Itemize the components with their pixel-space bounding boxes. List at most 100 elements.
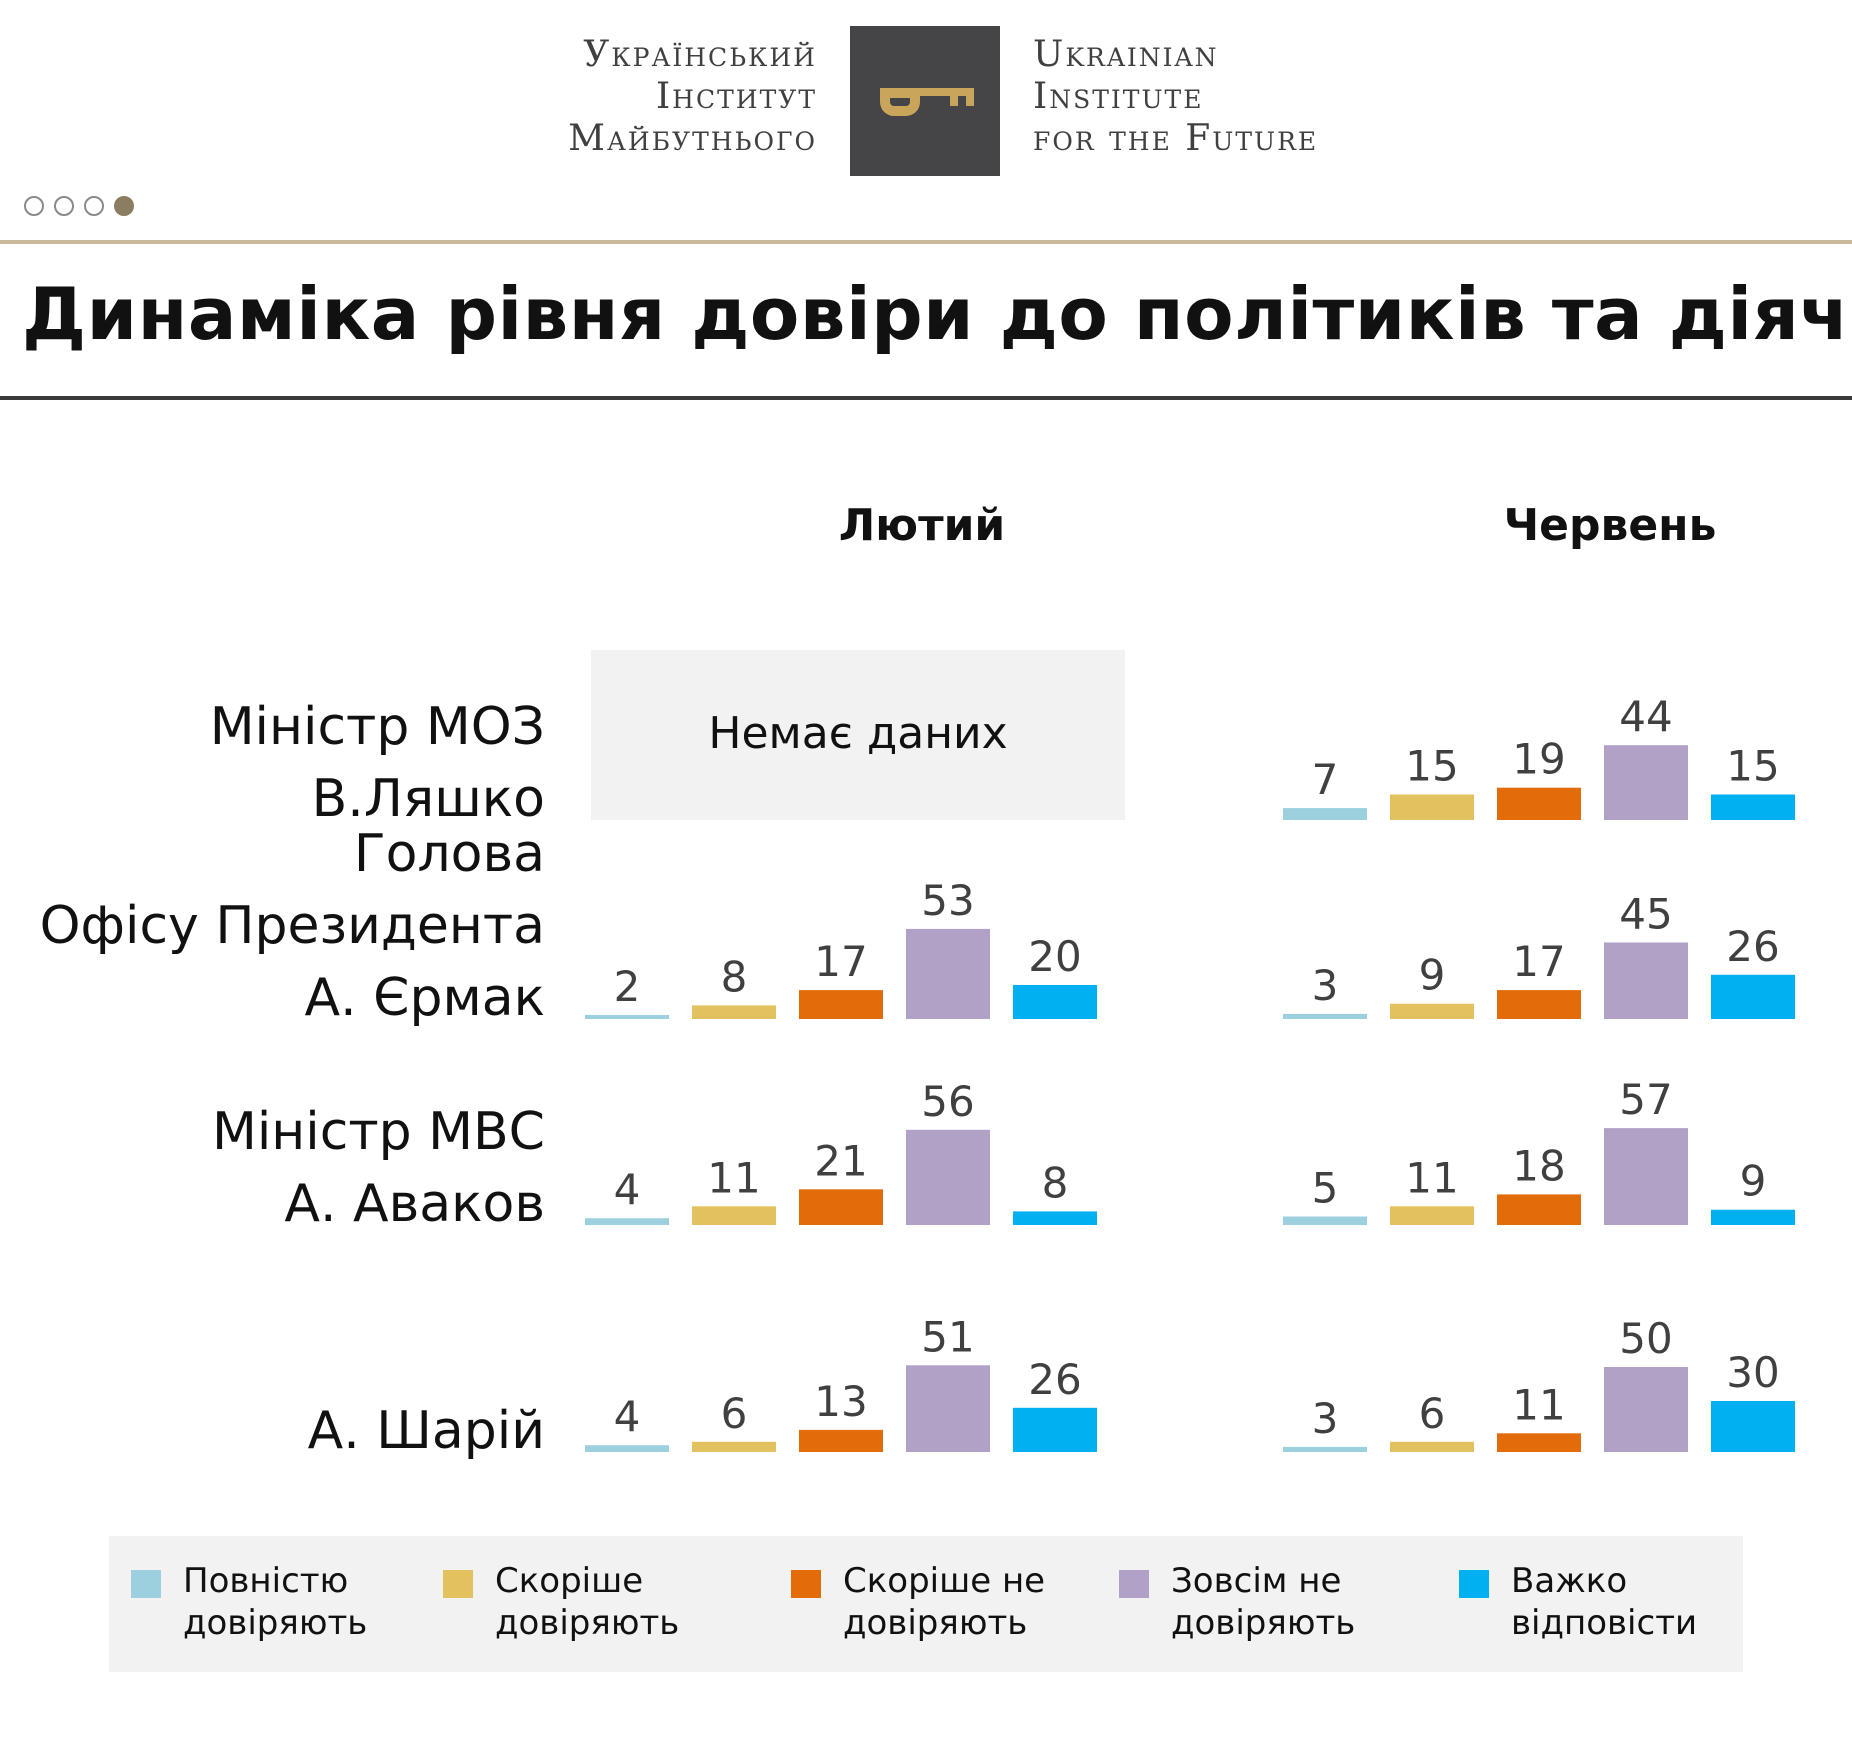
data-label: 8	[721, 952, 748, 1001]
bar-no-trust	[1604, 942, 1688, 1019]
legend-item-no-trust: Зовсім не довіряють	[1119, 1560, 1381, 1644]
data-label: 56	[921, 1077, 974, 1126]
no-data-box	[591, 650, 1125, 820]
pagination-dot[interactable]	[24, 196, 44, 216]
legend-label: Скоріше довіряють	[495, 1561, 680, 1643]
bar-rather-distrust	[799, 1189, 883, 1225]
data-label: 21	[814, 1136, 867, 1185]
data-label: 19	[1512, 735, 1565, 784]
bar-rather-distrust	[799, 990, 883, 1019]
legend-label: Важко відповісти	[1511, 1561, 1698, 1643]
data-label: 3	[1312, 1394, 1339, 1443]
legend-swatch	[1459, 1570, 1489, 1598]
data-label: 45	[1619, 890, 1672, 939]
logo-en-line-3: for the Future	[1033, 118, 1319, 159]
bar-rather-trust	[1390, 1003, 1474, 1019]
panel-header: Лютий	[839, 500, 1005, 551]
bar-full-trust	[1283, 1013, 1367, 1019]
legend: Повністю довіряють Скоріше довіряють Ско…	[109, 1536, 1743, 1672]
data-label: 26	[1726, 922, 1779, 971]
bar-no-trust	[906, 1129, 990, 1225]
data-label: 11	[1405, 1153, 1458, 1202]
legend-item-rather-trust: Скоріше довіряють	[443, 1560, 705, 1644]
row-label: В.Ляшко	[312, 769, 545, 829]
bar-rather-trust	[1390, 1206, 1474, 1225]
logo-en-line-2: Institute	[1033, 76, 1204, 117]
data-label: 44	[1619, 692, 1672, 741]
pagination-dots	[24, 196, 134, 216]
legend-swatch	[1119, 1570, 1149, 1598]
bar-hard-to-say	[1711, 794, 1795, 820]
legend-label: Скоріше не довіряють	[843, 1561, 1046, 1643]
data-label: 13	[814, 1377, 867, 1426]
row-label: А. Єрмак	[305, 968, 545, 1028]
data-label: 15	[1726, 742, 1779, 791]
row-label: Міністр МОЗ	[210, 697, 545, 757]
legend-label: Зовсім не довіряють	[1171, 1561, 1356, 1643]
bar-full-trust	[1283, 808, 1367, 820]
bar-full-trust	[585, 1218, 669, 1225]
bar-rather-trust	[1390, 794, 1474, 820]
logo-ua-text: Український Інститут Майбутнього	[568, 34, 817, 160]
data-label: 17	[1512, 937, 1565, 986]
bar-rather-trust	[1390, 1441, 1474, 1452]
logo-box	[850, 26, 1000, 176]
data-label: 57	[1619, 1075, 1672, 1124]
bar-hard-to-say	[1711, 1209, 1795, 1225]
data-label: 11	[707, 1153, 760, 1202]
data-label: 3	[1312, 961, 1339, 1010]
bar-rather-distrust	[1497, 990, 1581, 1019]
legend-item-full-trust: Повністю довіряють	[131, 1560, 393, 1644]
data-label: 7	[1312, 755, 1339, 804]
data-label: 26	[1028, 1355, 1081, 1404]
bar-rather-trust	[692, 1005, 776, 1019]
data-label: 6	[1419, 1389, 1446, 1438]
row-label: Голова	[354, 824, 545, 884]
pagination-dot[interactable]	[84, 196, 104, 216]
bar-no-trust	[906, 1365, 990, 1452]
data-label: 51	[921, 1312, 974, 1361]
bar-hard-to-say	[1711, 1401, 1795, 1452]
header-divider	[0, 240, 1852, 244]
legend-item-hard-to-say: Важко відповісти	[1459, 1560, 1721, 1644]
data-label: 6	[721, 1389, 748, 1438]
bar-no-trust	[1604, 1128, 1688, 1225]
pagination-dot-active[interactable]	[114, 196, 134, 216]
pagination-dot[interactable]	[54, 196, 74, 216]
data-label: 20	[1028, 932, 1081, 981]
trust-chart: Лютий Червень Міністр МОЗ В.Ляшко Немає дани…	[40, 500, 1795, 1461]
bar-hard-to-say	[1013, 1407, 1097, 1452]
bar-hard-to-say	[1013, 1211, 1097, 1225]
panel-header: Червень	[1504, 500, 1717, 551]
legend-swatch	[443, 1570, 473, 1598]
data-label: 4	[614, 1165, 641, 1214]
bar-full-trust	[1283, 1216, 1367, 1225]
data-label: 53	[921, 876, 974, 925]
title-divider	[0, 396, 1852, 400]
bar-rather-distrust	[1497, 787, 1581, 820]
bar-rather-trust	[692, 1441, 776, 1452]
bar-full-trust	[1283, 1446, 1367, 1452]
bar-rather-distrust	[1497, 1433, 1581, 1452]
data-label: 50	[1619, 1314, 1672, 1363]
data-label: 18	[1512, 1141, 1565, 1190]
logo-en-line-1: Ukrainian	[1033, 34, 1219, 75]
no-data-label: Немає даних	[708, 708, 1007, 759]
data-label: 11	[1512, 1380, 1565, 1429]
page-title: Динаміка рівня довіри до політиків та ді…	[22, 272, 1852, 356]
data-label: 2	[614, 962, 641, 1011]
data-label: 15	[1405, 742, 1458, 791]
bar-no-trust	[906, 928, 990, 1019]
data-label: 8	[1042, 1158, 1069, 1207]
bar-hard-to-say	[1711, 974, 1795, 1019]
data-label: 5	[1312, 1164, 1339, 1213]
legend-item-rather-distrust: Скоріше не довіряють	[791, 1560, 1053, 1644]
logo-ua-line-3: Майбутнього	[568, 118, 817, 159]
logo-en-text: Ukrainian Institute for the Future	[1033, 34, 1318, 160]
data-label: 9	[1740, 1157, 1767, 1206]
bar-full-trust	[585, 1445, 669, 1452]
row-label: А. Шарій	[308, 1401, 545, 1461]
data-label: 30	[1726, 1348, 1779, 1397]
bar-rather-distrust	[799, 1429, 883, 1452]
data-label: 4	[614, 1392, 641, 1441]
